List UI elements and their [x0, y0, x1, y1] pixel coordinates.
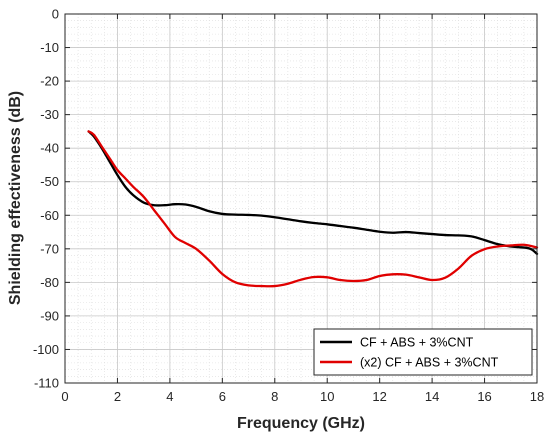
- series-layer: [87, 130, 539, 288]
- y-tick-label: -20: [40, 74, 59, 89]
- legend-box: [313, 328, 533, 376]
- y-tick-label: -10: [40, 40, 59, 55]
- x-tick-labels: 0 2 4 6 8 10 12 14 16 18: [61, 389, 544, 404]
- x-tick-label: 6: [219, 389, 226, 404]
- y-tick-label: -110: [34, 376, 59, 391]
- x-tick-label: 10: [320, 389, 334, 404]
- x-axis-label: Frequency (GHz): [237, 415, 365, 432]
- y-tick-label: -40: [40, 141, 59, 156]
- x-tick-label: 8: [271, 389, 278, 404]
- x-tick-label: 16: [477, 389, 491, 404]
- y-axis-label: Shielding effectiveness (dB): [7, 91, 24, 305]
- x-tick-label: 14: [425, 389, 439, 404]
- y-tick-label: -90: [40, 308, 59, 323]
- legend: CF + ABS + 3%CNT (x2) CF + ABS + 3%CNT: [313, 328, 533, 376]
- y-tick-label: -100: [33, 342, 59, 357]
- y-tick-label: -70: [40, 241, 59, 256]
- series-line-2: [87, 130, 539, 288]
- x-tick-label: 4: [166, 389, 173, 404]
- y-tick-label: -50: [40, 174, 59, 189]
- series-line-1: [87, 130, 539, 255]
- x-tick-label: 0: [61, 389, 68, 404]
- y-tick-label: -80: [40, 275, 59, 290]
- x-tick-label: 18: [530, 389, 544, 404]
- plot-frame: [64, 13, 538, 384]
- y-tick-label: 0: [52, 7, 59, 22]
- y-tick-labels: 0 -10 -20 -30 -40 -50 -60 -70 -80 -90 -100 -110: [33, 7, 59, 391]
- x-tick-label: 12: [372, 389, 386, 404]
- x-tick-label: 2: [114, 389, 121, 404]
- legend-label-series-2: (x2) CF + ABS + 3%CNT: [360, 356, 499, 370]
- legend-label-series-1: CF + ABS + 3%CNT: [360, 336, 474, 350]
- axis-ticks: [64, 13, 538, 384]
- y-tick-label: -60: [40, 208, 59, 223]
- y-tick-label: -30: [40, 107, 59, 122]
